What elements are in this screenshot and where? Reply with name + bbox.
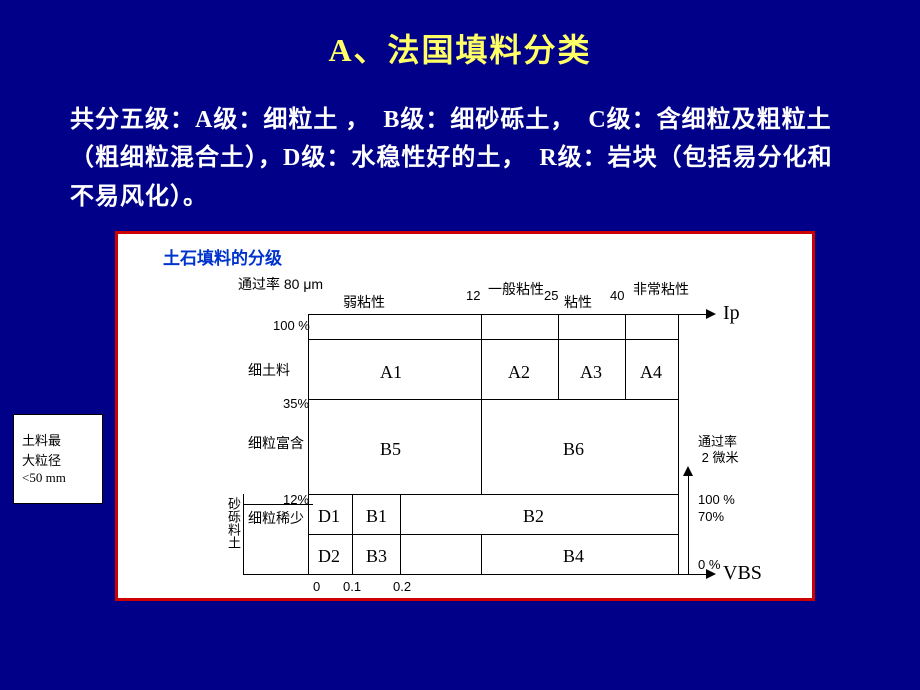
cell-D2: D2 xyxy=(318,546,340,567)
cell-A3: A3 xyxy=(580,362,602,383)
p2-100: 100 % xyxy=(698,492,735,507)
row-label-2: 细粒富含 xyxy=(248,434,304,452)
ytick-35: 35% xyxy=(283,396,309,411)
gl-v5 xyxy=(678,314,679,574)
gl-h4 xyxy=(308,534,678,535)
leftbox: 土料最 大粒径 <50 mm xyxy=(13,414,103,504)
gl-v1b xyxy=(243,494,244,574)
cell-B2: B2 xyxy=(523,506,544,527)
p2-0: 0 % xyxy=(698,557,720,572)
ip-label: Ip xyxy=(723,302,740,325)
gl-v3 xyxy=(558,314,559,399)
vbs-label: VBS xyxy=(723,562,762,585)
gl-v8 xyxy=(400,494,401,574)
gl-h2 xyxy=(308,399,678,400)
cell-B5: B5 xyxy=(380,439,401,460)
btick-0: 0 xyxy=(313,579,320,594)
top-group-3: 粘性 xyxy=(564,292,592,312)
leftbox-line1: 土料最 xyxy=(22,430,61,449)
btick-01: 0.1 xyxy=(343,579,361,594)
cell-B1: B1 xyxy=(366,506,387,527)
gl-h1 xyxy=(308,339,678,340)
ytick-100: 100 % xyxy=(273,318,310,333)
row-label-3: 细粒稀少 xyxy=(248,509,304,527)
gl-v6 xyxy=(481,399,482,494)
slide-title: A、法国填料分类 xyxy=(0,0,920,71)
top-group-2: 一般粘性 xyxy=(488,282,544,297)
cell-A2: A2 xyxy=(508,362,530,383)
gl-v1 xyxy=(308,314,309,574)
gl-v7 xyxy=(352,494,353,574)
top-v40: 40 xyxy=(610,288,624,303)
gl-h3 xyxy=(308,494,678,495)
top-v25: 25 xyxy=(544,288,558,303)
cell-D1: D1 xyxy=(318,506,340,527)
cell-A1: A1 xyxy=(380,362,402,383)
top-v12: 12 xyxy=(466,288,480,303)
top-group-4: 非常粘性 xyxy=(633,282,689,297)
chart-title: 土石填料的分级 xyxy=(163,244,282,269)
classification-chart: 土石填料的分级 土料最 大粒径 <50 mm 通过率 80 μm 弱粘性 12 … xyxy=(115,231,815,601)
gl-h3b xyxy=(243,504,313,505)
cell-B3: B3 xyxy=(366,546,387,567)
gl-v2 xyxy=(481,314,482,399)
gl-v4 xyxy=(625,314,626,399)
p2-arrow xyxy=(683,466,693,476)
p2-axis xyxy=(688,474,689,574)
cell-B4: B4 xyxy=(563,546,584,567)
row-label-1: 细土料 xyxy=(248,360,290,380)
leftbox-line3: <50 mm xyxy=(22,470,66,486)
cell-B6: B6 xyxy=(563,439,584,460)
description-paragraph: 共分五级：A级：细粒土 ， B级：细砂砾土， C级：含细粒及粗粒土（粗细粒混合土… xyxy=(0,71,920,231)
ip-arrow xyxy=(706,309,716,319)
rock-vlabel: 砂砾料土 xyxy=(224,497,243,549)
ip-axis-line xyxy=(308,314,708,315)
gl-h5 xyxy=(243,574,708,575)
y-axis-label: 通过率 80 μm xyxy=(238,274,323,294)
p2-label: 通过率 2 微米 xyxy=(698,434,738,465)
leftbox-line2: 大粒径 xyxy=(22,450,61,469)
gl-v9 xyxy=(481,534,482,574)
top-group-1: 弱粘性 xyxy=(343,292,385,312)
cell-A4: A4 xyxy=(640,362,662,383)
p2-70: 70% xyxy=(698,509,724,524)
btick-02: 0.2 xyxy=(393,579,411,594)
